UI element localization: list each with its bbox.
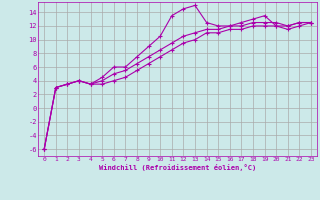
X-axis label: Windchill (Refroidissement éolien,°C): Windchill (Refroidissement éolien,°C) (99, 164, 256, 171)
